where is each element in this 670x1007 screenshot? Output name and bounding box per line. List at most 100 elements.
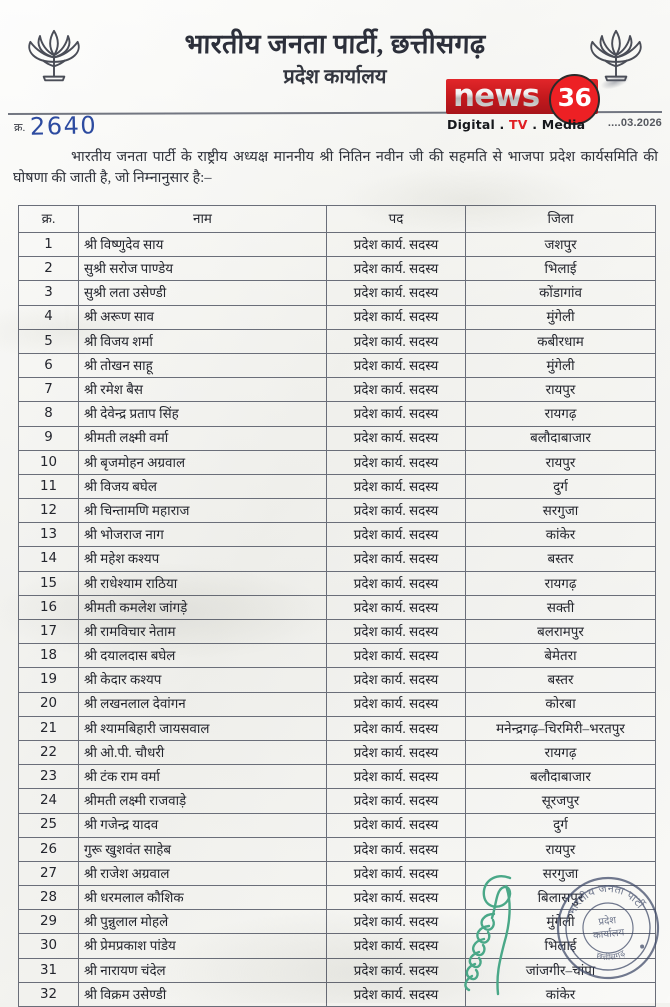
cell-post: प्रदेश कार्य. सदस्य (326, 909, 466, 935)
table-row: 1 श्री विष्णुदेव साय प्रदेश कार्य. सदस्य जश… (18, 231, 656, 258)
roster-table: क्र. नाम पद जिला 1 श्री विष्णुदेव साय प्रद… (18, 205, 656, 1007)
table-row: 8 श्री देवेन्द्र प्रताप सिंह प्रदेश कार्य.… (18, 401, 656, 427)
cell-name: श्री लखनलाल देवांगन (78, 691, 327, 717)
cell-name: श्री राजेश अग्रवाल (78, 860, 327, 887)
cell-name: श्रीमती कमलेश जांगड़े (78, 594, 327, 621)
table-row: 10 श्री बृजमोहन अग्रवाल प्रदेश कार्य. सदस्… (18, 449, 656, 475)
roster-table-container: क्र. नाम पद जिला 1 श्री विष्णुदेव साय प्रद… (18, 205, 656, 1007)
cell-post: प्रदेश कार्य. सदस्य (326, 788, 466, 814)
table-row: 11 श्री विजय बघेल प्रदेश कार्य. सदस्य दुर्ग (18, 473, 656, 500)
cell-dist: बलौदाबाजार (465, 764, 656, 790)
table-row: 22 श्री ओ.पी. चौधरी प्रदेश कार्य. सदस्य राय… (18, 739, 656, 766)
table-row: 29 श्री पुन्नुलाल मोहले प्रदेश कार्य. सदस्… (18, 909, 656, 935)
cell-dist: मुंगेली (465, 352, 656, 379)
cell-sn: 28 (18, 885, 79, 911)
cell-post: प्रदेश कार्य. सदस्य (326, 618, 466, 645)
cell-sn: 29 (18, 909, 79, 935)
table-row: 19 श्री केदार कश्यप प्रदेश कार्य. सदस्य बस्… (18, 667, 656, 693)
table-row: 21 श्री श्यामबिहारी जायसवाल प्रदेश कार्य. … (18, 715, 656, 741)
cell-sn: 12 (18, 498, 79, 524)
reference-number: क्र. 2640 (14, 111, 98, 141)
cell-post: प्रदेश कार्य. सदस्य (326, 328, 466, 354)
table-row: 14 श्री महेश कश्यप प्रदेश कार्य. सदस्य बस्त… (18, 546, 656, 572)
cell-name: श्रीमती लक्ष्मी राजवाड़े (78, 788, 327, 814)
table-row: 30 श्री प्रेमप्रकाश पांडेय प्रदेश कार्य. स… (18, 933, 656, 959)
cell-sn: 11 (18, 473, 79, 500)
cell-name: श्री तोखन साहू (78, 352, 327, 379)
cell-post: प्रदेश कार्य. सदस्य (326, 377, 466, 403)
cell-post: प्रदेश कार्य. सदस्य (326, 498, 466, 524)
table-row: 26 गुरू खुशवंत साहेब प्रदेश कार्य. सदस्य रा… (18, 836, 656, 862)
table-row: 6 श्री तोखन साहू प्रदेश कार्य. सदस्य मुंगेल… (18, 352, 656, 379)
cell-post: प्रदेश कार्य. सदस्य (326, 836, 466, 862)
cell-name: श्री गजेन्द्र यादव (78, 812, 327, 838)
cell-dist: कोरबा (465, 691, 656, 717)
cell-dist: मनेन्द्रगढ़–चिरमिरी–भरतपुर (465, 715, 656, 741)
cell-post: प्रदेश कार्य. सदस्य (326, 280, 466, 306)
cell-post: प्रदेश कार्य. सदस्य (326, 957, 466, 983)
cell-sn: 22 (18, 739, 79, 766)
table-header-row: क्र. नाम पद जिला (18, 205, 656, 233)
tagline-tv: TV (509, 117, 528, 132)
cell-name: श्री रामविचार नेताम (78, 618, 327, 645)
cell-name: श्री दयालदास बघेल (78, 643, 327, 669)
cell-name: श्री ओ.पी. चौधरी (78, 739, 327, 766)
bjp-lotus-icon (578, 22, 654, 84)
table-row: 3 सुश्री लता उसेण्डी प्रदेश कार्य. सदस्य को… (18, 280, 656, 306)
cell-post: प्रदेश कार्य. सदस्य (326, 304, 466, 330)
cell-post: प्रदेश कार्य. सदस्य (326, 860, 466, 887)
column-header-district: जिला (465, 205, 656, 233)
cell-post: प्रदेश कार्य. सदस्य (326, 231, 466, 258)
cell-dist: रायपुर (465, 377, 656, 403)
cell-name: श्री नारायण चंदेल (78, 957, 327, 983)
cell-sn: 17 (18, 618, 79, 645)
cell-post: प्रदेश कार्य. सदस्य (326, 425, 466, 451)
cell-name: श्री बृजमोहन अग्रवाल (78, 449, 327, 475)
news36-watermark-logo: news 36 Digital . TV . Media (446, 74, 626, 137)
table-row: 7 श्री रमेश बैस प्रदेश कार्य. सदस्य रायपुर (18, 377, 656, 403)
cell-sn: 15 (18, 570, 79, 596)
cell-dist: कोंडागांव (465, 280, 656, 306)
cell-post: प्रदेश कार्य. सदस्य (326, 401, 466, 427)
cell-sn: 6 (18, 352, 79, 379)
cell-dist: भिलाई (465, 933, 656, 959)
cell-post: प्रदेश कार्य. सदस्य (326, 643, 466, 669)
reference-label: क्र. (14, 122, 26, 134)
table-row: 12 श्री चिन्तामणि महाराज प्रदेश कार्य. सदस… (18, 498, 656, 524)
cell-sn: 14 (18, 546, 79, 572)
organization-title: भारतीय जनता पार्टी, छत्तीसगढ़ (184, 29, 486, 59)
reference-number-value: 2640 (29, 111, 98, 141)
cell-dist: बिलासपुर (465, 885, 656, 911)
cell-name: सुश्री लता उसेण्डी (78, 280, 327, 306)
cell-dist: रायगढ़ (465, 401, 656, 427)
cell-name: गुरू खुशवंत साहेब (78, 836, 327, 862)
cell-name: सुश्री सरोज पाण्डेय (78, 256, 327, 282)
cell-sn: 1 (18, 231, 79, 258)
cell-sn: 9 (18, 425, 79, 451)
cell-name: श्री महेश कश्यप (78, 546, 327, 572)
cell-sn: 19 (18, 667, 79, 693)
cell-dist: सरगुजा (465, 860, 656, 887)
news36-brand-number: 36 (549, 74, 600, 125)
news36-brand-word: news (453, 79, 598, 114)
cell-sn: 23 (18, 764, 79, 790)
cell-name: श्री श्यामबिहारी जायसवाल (78, 715, 327, 741)
cell-post: प्रदेश कार्य. सदस्य (326, 739, 466, 766)
news36-tagline: Digital . TV . Media (447, 117, 585, 132)
cell-dist: बस्तर (465, 546, 656, 572)
cell-name: श्री चिन्तामणि महाराज (78, 498, 327, 524)
cell-dist: मुंगेली (465, 909, 656, 935)
cell-name: श्री टंक राम वर्मा (78, 764, 327, 790)
cell-dist: कबीरधाम (465, 328, 656, 354)
cell-post: प्रदेश कार्य. सदस्य (326, 352, 466, 379)
cell-sn: 4 (18, 304, 79, 330)
cell-sn: 7 (18, 377, 79, 403)
cell-name: श्री विजय शर्मा (78, 328, 327, 354)
cell-name: श्री प्रेमप्रकाश पांडेय (78, 933, 327, 959)
cell-dist: सूरजपुर (465, 788, 656, 814)
cell-name: श्रीमती लक्ष्मी वर्मा (78, 425, 327, 451)
table-row: 15 श्री राधेश्याम राठिया प्रदेश कार्य. सदस… (18, 570, 656, 596)
cell-sn: 5 (18, 328, 79, 354)
cell-sn: 27 (18, 860, 79, 887)
letterhead-header: भारतीय जनता पार्टी, छत्तीसगढ़ प्रदेश कार… (0, 18, 670, 108)
